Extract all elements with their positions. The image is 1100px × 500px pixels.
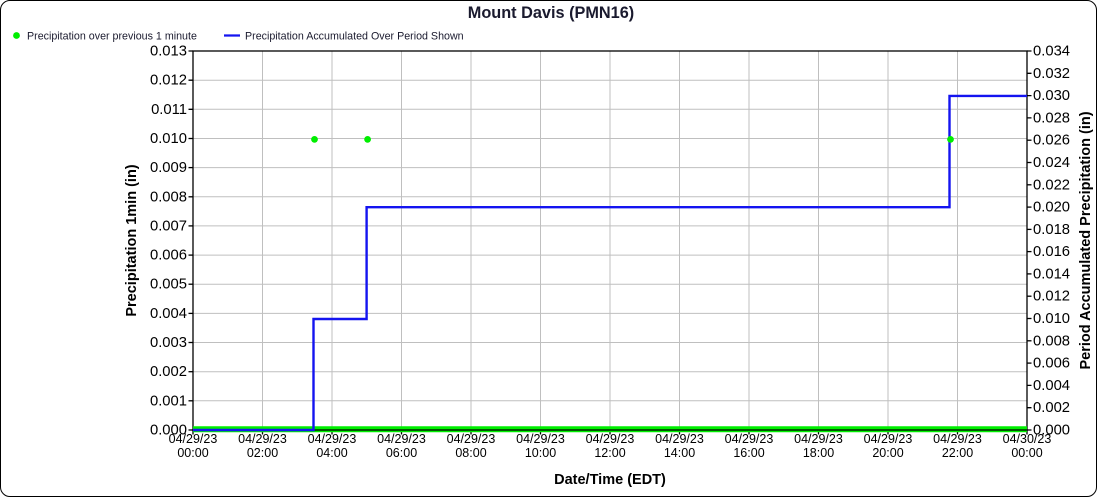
svg-text:04/29/23: 04/29/23 bbox=[864, 432, 913, 446]
svg-text:0.006: 0.006 bbox=[1033, 356, 1070, 372]
svg-text:Precipitation over previous 1: Precipitation over previous 1 minute bbox=[27, 30, 197, 42]
svg-text:0.012: 0.012 bbox=[150, 73, 187, 89]
svg-text:04/30/23: 04/30/23 bbox=[1003, 432, 1052, 446]
svg-text:20:00: 20:00 bbox=[872, 446, 903, 460]
svg-text:0.010: 0.010 bbox=[1033, 311, 1070, 327]
svg-text:0.008: 0.008 bbox=[1033, 333, 1070, 349]
svg-text:Period Accumulated Precipitati: Period Accumulated Precipitation (in) bbox=[1078, 111, 1094, 369]
svg-text:Precipitation Accumulated Over: Precipitation Accumulated Over Period Sh… bbox=[245, 30, 464, 42]
svg-text:0.022: 0.022 bbox=[1033, 177, 1070, 193]
svg-text:04/29/23: 04/29/23 bbox=[933, 432, 982, 446]
svg-text:0.018: 0.018 bbox=[1033, 222, 1070, 238]
svg-text:10:00: 10:00 bbox=[525, 446, 556, 460]
svg-text:02:00: 02:00 bbox=[247, 446, 278, 460]
svg-text:04/29/23: 04/29/23 bbox=[586, 432, 635, 446]
svg-text:22:00: 22:00 bbox=[942, 446, 973, 460]
svg-text:06:00: 06:00 bbox=[386, 446, 417, 460]
svg-text:0.020: 0.020 bbox=[1033, 200, 1070, 216]
svg-text:0.016: 0.016 bbox=[1033, 244, 1070, 260]
svg-text:04/29/23: 04/29/23 bbox=[308, 432, 357, 446]
svg-text:Date/Time (EDT): Date/Time (EDT) bbox=[554, 472, 666, 488]
svg-text:0.013: 0.013 bbox=[150, 44, 187, 60]
svg-text:00:00: 00:00 bbox=[177, 446, 208, 460]
svg-text:0.028: 0.028 bbox=[1033, 110, 1070, 126]
svg-text:00:00: 00:00 bbox=[1011, 446, 1042, 460]
svg-text:0.012: 0.012 bbox=[1033, 289, 1070, 305]
svg-text:04/29/23: 04/29/23 bbox=[655, 432, 704, 446]
svg-text:0.004: 0.004 bbox=[150, 306, 187, 322]
svg-text:18:00: 18:00 bbox=[803, 446, 834, 460]
svg-text:04/29/23: 04/29/23 bbox=[447, 432, 496, 446]
svg-text:0.006: 0.006 bbox=[150, 248, 187, 264]
svg-text:0.032: 0.032 bbox=[1033, 66, 1070, 82]
svg-text:04:00: 04:00 bbox=[316, 446, 347, 460]
svg-text:0.001: 0.001 bbox=[150, 393, 187, 409]
svg-text:04/29/23: 04/29/23 bbox=[169, 432, 218, 446]
svg-text:0.008: 0.008 bbox=[150, 189, 187, 205]
svg-text:Mount Davis (PMN16): Mount Davis (PMN16) bbox=[468, 4, 634, 22]
svg-text:04/29/23: 04/29/23 bbox=[516, 432, 565, 446]
svg-text:0.030: 0.030 bbox=[1033, 88, 1070, 104]
svg-text:12:00: 12:00 bbox=[594, 446, 625, 460]
svg-text:04/29/23: 04/29/23 bbox=[377, 432, 426, 446]
svg-text:0.010: 0.010 bbox=[150, 131, 187, 147]
svg-text:0.026: 0.026 bbox=[1033, 133, 1070, 149]
svg-text:0.034: 0.034 bbox=[1033, 44, 1070, 60]
svg-text:04/29/23: 04/29/23 bbox=[725, 432, 774, 446]
svg-text:14:00: 14:00 bbox=[664, 446, 695, 460]
svg-text:0.004: 0.004 bbox=[1033, 378, 1070, 394]
svg-text:0.009: 0.009 bbox=[150, 160, 187, 176]
svg-text:0.005: 0.005 bbox=[150, 277, 187, 293]
svg-text:0.007: 0.007 bbox=[150, 218, 187, 234]
svg-text:0.024: 0.024 bbox=[1033, 155, 1070, 171]
svg-text:0.002: 0.002 bbox=[1033, 400, 1070, 416]
svg-text:16:00: 16:00 bbox=[733, 446, 764, 460]
svg-text:0.003: 0.003 bbox=[150, 335, 187, 351]
svg-text:0.014: 0.014 bbox=[1033, 266, 1070, 282]
svg-text:0.002: 0.002 bbox=[150, 364, 187, 380]
svg-text:Precipitation 1min (in): Precipitation 1min (in) bbox=[124, 164, 140, 316]
svg-text:04/29/23: 04/29/23 bbox=[794, 432, 843, 446]
svg-text:08:00: 08:00 bbox=[455, 446, 486, 460]
svg-text:0.011: 0.011 bbox=[151, 102, 187, 118]
svg-text:04/29/23: 04/29/23 bbox=[238, 432, 287, 446]
